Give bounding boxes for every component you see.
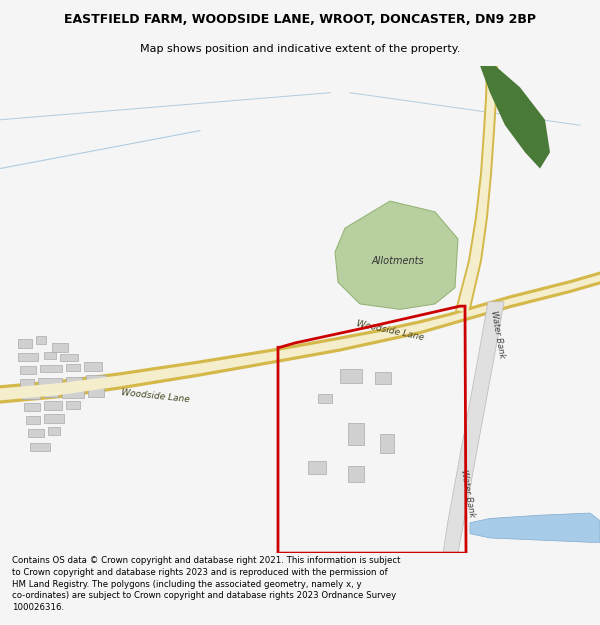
Bar (308, 461, 326, 474)
Text: Woodside Lane: Woodside Lane (121, 388, 190, 404)
Polygon shape (443, 302, 504, 553)
Bar (44, 401, 62, 410)
Text: Allotments: Allotments (371, 256, 424, 266)
Polygon shape (335, 201, 458, 309)
Bar (380, 434, 394, 454)
Bar (36, 336, 46, 344)
Text: Water Bank: Water Bank (490, 310, 506, 359)
Bar (22, 391, 40, 399)
Bar (18, 352, 38, 361)
Bar (24, 402, 40, 411)
Bar (340, 369, 362, 383)
Polygon shape (480, 66, 550, 169)
Bar (348, 466, 364, 482)
Bar (88, 389, 104, 397)
Text: Contains OS data © Crown copyright and database right 2021. This information is : Contains OS data © Crown copyright and d… (12, 556, 400, 612)
Bar (348, 423, 364, 445)
Bar (26, 416, 40, 424)
Text: Woodside Lane: Woodside Lane (355, 319, 425, 342)
Polygon shape (0, 275, 600, 401)
Bar (18, 339, 32, 348)
Polygon shape (0, 271, 600, 404)
Bar (38, 378, 62, 386)
Bar (48, 428, 60, 435)
Bar (60, 354, 78, 361)
Bar (66, 401, 80, 409)
Bar (44, 414, 64, 423)
Bar (62, 389, 84, 398)
Bar (44, 389, 58, 397)
Bar (30, 442, 50, 451)
Bar (86, 376, 106, 383)
Polygon shape (455, 66, 498, 312)
Bar (84, 362, 102, 371)
Bar (52, 343, 68, 352)
Bar (20, 379, 34, 388)
Bar (66, 364, 80, 371)
Bar (318, 394, 332, 402)
Text: Map shows position and indicative extent of the property.: Map shows position and indicative extent… (140, 44, 460, 54)
Bar (20, 366, 36, 374)
Bar (40, 364, 62, 372)
Bar (375, 372, 391, 384)
Bar (44, 352, 56, 359)
Polygon shape (457, 66, 496, 312)
Bar (66, 376, 82, 385)
Text: Water Bank: Water Bank (460, 469, 476, 518)
Bar (28, 429, 44, 438)
Polygon shape (470, 513, 600, 542)
Text: EASTFIELD FARM, WOODSIDE LANE, WROOT, DONCASTER, DN9 2BP: EASTFIELD FARM, WOODSIDE LANE, WROOT, DO… (64, 12, 536, 26)
